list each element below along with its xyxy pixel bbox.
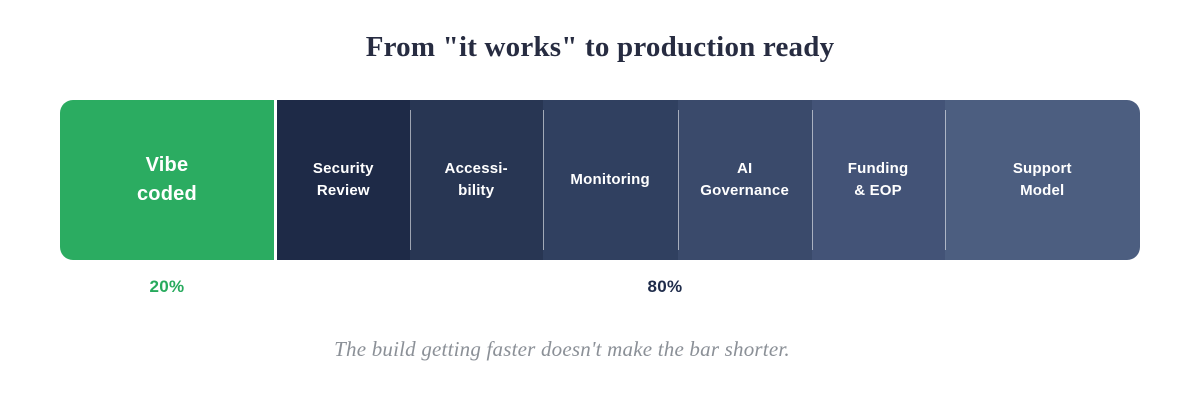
bar-segment-security-review: Security Review (276, 100, 410, 260)
segment-divider (944, 110, 946, 250)
bar-segment-funding-eop: Funding & EOP (811, 100, 945, 260)
segment-divider (677, 110, 679, 250)
segment-divider (542, 110, 544, 250)
bar-segment-accessibility: Accessi-bility (409, 100, 543, 260)
bar-segment-ai-governance: AI Governance (677, 100, 812, 260)
segment-divider (811, 110, 813, 250)
bar-segment-label: Monitoring (570, 170, 650, 188)
bar-segment-support-model: Support Model (944, 100, 1140, 260)
bar-segment-vibe-coded: Vibe coded (60, 100, 274, 260)
bar-segment-label: Funding & EOP (847, 159, 909, 200)
bar-segment-monitoring: Monitoring (542, 100, 678, 260)
bar-segment-label: AI Governance (700, 159, 789, 200)
bar-segment-label: Support Model (1012, 159, 1072, 200)
bar-segment-label: Vibe coded (136, 154, 197, 205)
bar-segment-label: Accessi-bility (444, 159, 508, 200)
caption-text: The build getting faster doesn't make th… (334, 337, 790, 361)
left-percent-label: 20% (149, 277, 185, 296)
bar-segment-label: Security Review (312, 159, 374, 200)
segment-divider (409, 110, 411, 250)
stacked-bar: Vibe coded Security Review Accessi-bility Mon… (60, 100, 1140, 260)
right-percent-label: 80% (647, 277, 683, 296)
page-title: From "it works" to production ready (365, 31, 835, 63)
